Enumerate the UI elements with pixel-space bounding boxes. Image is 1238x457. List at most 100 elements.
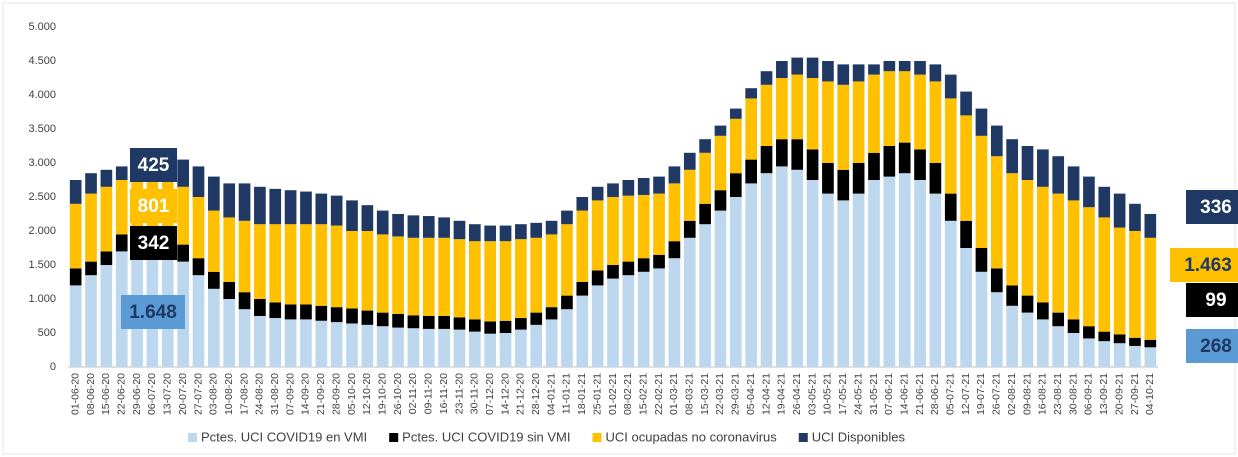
bar-segment [1067,333,1080,367]
bar-segment [254,186,266,225]
x-tick-label: 31-08-20 [269,373,281,415]
bar-segment [254,316,266,367]
bar-segment [1144,347,1157,367]
bar-segment [376,312,389,327]
x-tick-label: 11-01-21 [561,373,573,414]
x-tick-label: 26-10-20 [392,373,404,415]
bar-segment [776,61,788,78]
x-tick-label: 15-02-21 [637,373,649,415]
x-tick-label: 08-02-21 [622,373,634,415]
annotation-label: 1.463 [1184,255,1232,276]
bar-segment [975,271,988,367]
y-tick-label: 4.500 [28,55,56,67]
bar-segment [177,244,189,262]
bar-segment [1052,312,1065,327]
x-tick-label: 22-06-20 [116,373,128,415]
bar-segment [776,166,788,367]
bar-segment [1098,186,1111,218]
x-tick-label: 15-06-20 [100,373,112,415]
bar-segment [791,169,804,367]
bar-segment [284,190,297,225]
bar-segment [208,210,220,272]
bar-segment [453,317,466,330]
bar-segment [591,186,604,201]
bar-segment [1144,237,1157,340]
x-tick-label: 07-12-20 [484,373,496,415]
bar-segment [208,176,220,211]
bar-segment [1037,319,1049,367]
bar-segment [1113,334,1126,344]
bar-segment [714,210,727,367]
bar-segment [975,108,988,136]
bar-segment [683,220,696,238]
bar-segment [1098,341,1111,367]
bar-segment [346,200,358,231]
x-tick-label: 30-11-20 [469,373,481,414]
bar-segment [422,316,435,329]
bar-segment [315,224,328,306]
bar-segment [1037,302,1049,320]
x-tick-label: 05-10-20 [346,373,358,415]
bar-segment [499,320,512,333]
bar-segment [315,193,328,225]
bar-segment [1021,146,1034,180]
x-tick-label: 27-09-21 [1129,373,1141,415]
bar-segment [499,333,512,367]
bar-segment [115,166,128,180]
bar-segment [607,278,619,367]
bar-segment [1129,345,1141,367]
bar-segment [668,241,681,259]
bar-segment [822,81,834,163]
bar-segment [1021,295,1034,313]
bar-segment [392,236,404,314]
bar-segment [69,203,82,269]
bar-segment [852,193,865,367]
y-tick-label: 4.000 [28,89,56,101]
x-tick-label: 04-01-21 [545,373,557,415]
x-tick-label: 15-03-21 [699,373,711,415]
bar-segment [407,328,420,367]
bar-segment [330,195,343,226]
x-tick-label: 28-09-20 [330,373,342,415]
bar-segment [254,224,266,299]
bar-segment [745,183,758,367]
annotation-label: 336 [1200,197,1232,218]
bar-segment [898,61,911,72]
bar-segment [729,118,742,174]
bar-segment [1006,305,1018,367]
bar-segment [898,142,911,174]
bar-segment [392,327,404,367]
bar-segment [576,210,589,282]
bar-segment [499,225,512,242]
bar-segment [653,254,665,269]
bar-segment [668,258,681,367]
bar-segment [837,84,850,170]
x-tick-label: 23-11-20 [453,373,465,414]
y-tick-label: 1.000 [28,293,56,305]
bar-segment [530,312,543,325]
x-tick-label: 01-02-21 [607,373,619,415]
bar-segment [729,108,742,119]
annotation-box [130,226,177,260]
bar-segment [622,261,635,276]
bar-segment [806,180,819,367]
bar-segment [269,188,282,225]
bar-segment [944,98,957,194]
bar-segment [468,319,481,332]
x-tick-label: 17-05-21 [837,373,849,415]
bar-segment [515,224,527,240]
bar-segment [914,149,926,180]
bar-segment [653,176,665,194]
bar-segment [100,169,113,187]
bar-segment [883,71,896,146]
bar-segment [1129,203,1141,231]
bar-segment [1098,217,1111,332]
bar-segment [330,322,343,367]
y-tick-label: 1.500 [28,259,56,271]
y-tick-label: 3.500 [28,123,56,135]
bar-segment [591,285,604,367]
bar-segment [223,183,236,218]
x-tick-label: 19-07-21 [975,373,987,415]
x-tick-label: 27-07-20 [192,373,204,415]
